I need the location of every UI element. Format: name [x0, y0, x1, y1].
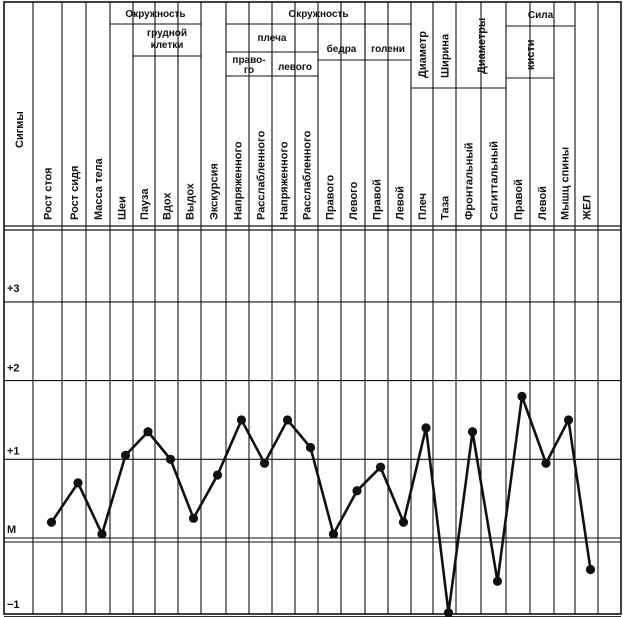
data-point: [282, 415, 293, 425]
y-axis-label: Сигмы: [14, 111, 26, 148]
data-point: [212, 470, 223, 480]
group-header-label: бедра: [327, 43, 357, 55]
column-label: Плеч: [417, 193, 429, 220]
y-axis-ticks: +3 +2 +1 M −1: [7, 283, 20, 611]
profile-line: [50, 395, 592, 613]
y-tick-label: +2: [7, 363, 20, 375]
data-point: [421, 423, 431, 433]
data-point: [352, 486, 362, 496]
data-point: [517, 391, 527, 401]
group-header-label: голени: [371, 44, 405, 55]
column-label: Экскурсия: [209, 163, 221, 220]
column-label: Расслабленного: [256, 130, 268, 220]
data-point: [143, 427, 153, 437]
data-point: [563, 415, 574, 425]
column-label: Левого: [348, 181, 360, 220]
data-point: [305, 442, 316, 453]
column-label: Таза: [440, 195, 452, 220]
group-header-label: Диаметры: [476, 18, 488, 74]
y-tick-label: M: [7, 524, 16, 536]
column-label: Сагиттальный: [489, 141, 501, 220]
column-label: Рост сидя: [69, 166, 81, 220]
data-point: [492, 576, 503, 586]
group-header-label: кисти: [525, 39, 537, 70]
data-point: [585, 564, 596, 575]
y-tick-label: +1: [7, 445, 20, 457]
column-label: Расслабленного: [302, 130, 314, 220]
group-header-label: Диаметр: [417, 31, 429, 78]
data-point: [165, 454, 176, 464]
chart-border: [3, 1, 622, 615]
data-point: [188, 513, 199, 523]
column-label: Шеи: [117, 196, 129, 220]
column-label: Мышц спины: [560, 147, 572, 220]
data-point: [97, 529, 107, 539]
column-label: Рост стоя: [43, 167, 55, 220]
column-label: Выдох: [185, 182, 197, 220]
group-header-label: Сила: [528, 10, 554, 21]
profile-points: [46, 391, 596, 617]
column-label: Вдох: [162, 192, 174, 220]
group-header-label: го: [244, 65, 254, 76]
data-point: [259, 458, 270, 468]
data-point: [236, 415, 247, 425]
data-point: [398, 517, 409, 527]
column-label: Напряженного: [233, 141, 245, 220]
group-header-label: левого: [278, 62, 312, 73]
column-label: Правого: [325, 174, 337, 220]
group-header-label: право-: [232, 55, 265, 66]
group-header-label: грудной: [147, 28, 187, 39]
group-header-label: плеча: [258, 33, 287, 44]
chart-grid: [4, 2, 621, 617]
group-header-label: Ширина: [440, 33, 452, 78]
group-header-label: клетки: [151, 40, 184, 51]
y-tick-label: −1: [7, 599, 20, 611]
data-point: [541, 458, 551, 468]
column-label: Пауза: [139, 188, 151, 220]
column-labels: Рост стоя Рост сидя Масса тела Шеи Пауза Вдох…: [43, 130, 594, 221]
column-label: Масса тела: [93, 158, 105, 220]
group-header-label: Окружность: [288, 9, 348, 20]
column-label: Правой: [513, 179, 525, 220]
column-label: ЖЕЛ: [582, 195, 594, 221]
chart-frame: [3, 1, 622, 615]
data-point: [467, 427, 478, 437]
data-point: [443, 608, 454, 617]
column-label: Напряженного: [279, 141, 291, 220]
column-label: Левой: [537, 186, 549, 220]
data-point: [46, 517, 57, 527]
column-label: Левой: [395, 186, 407, 220]
column-label: Правой: [372, 179, 384, 220]
data-point: [73, 478, 83, 488]
data-point: [120, 450, 131, 460]
profile-series: [50, 395, 592, 613]
data-point: [375, 462, 386, 472]
data-point: [328, 529, 339, 539]
y-tick-label: +3: [7, 283, 20, 295]
column-label: Фронтальный: [464, 142, 476, 220]
group-header-label: Окружность: [125, 9, 185, 20]
